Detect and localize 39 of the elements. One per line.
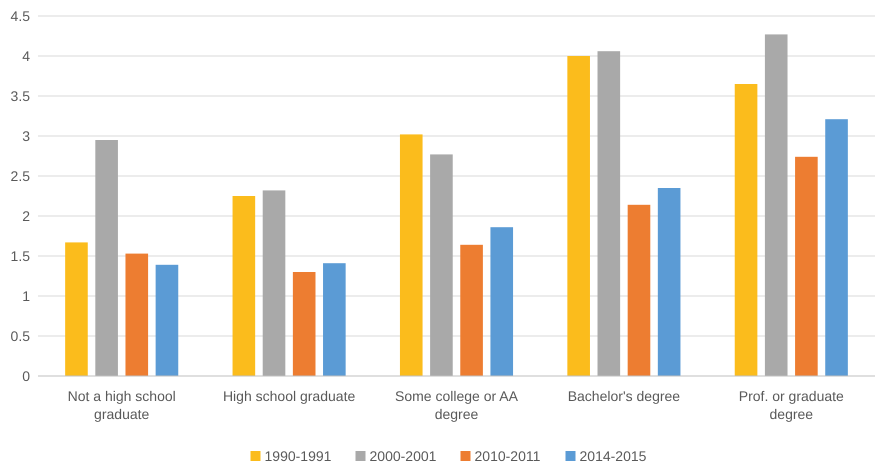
bar	[95, 140, 118, 376]
bar	[400, 134, 423, 376]
bar	[232, 196, 256, 376]
y-tick-label: 1.5	[10, 248, 30, 264]
bar	[460, 244, 483, 376]
y-tick-label: 3.5	[10, 88, 30, 104]
bar	[125, 254, 148, 376]
bar	[262, 190, 286, 376]
bar	[567, 56, 590, 376]
y-tick-label: 2.5	[10, 168, 30, 184]
y-tick-label: 1	[22, 288, 30, 304]
legend-label: 2010-2011	[474, 448, 541, 464]
bar	[65, 242, 88, 376]
y-tick-label: 0	[22, 368, 30, 384]
bar	[156, 264, 178, 376]
x-tick-label: Not a high school graduate	[68, 388, 176, 422]
y-tick-label: 0.5	[10, 328, 30, 344]
bar	[764, 34, 788, 376]
bar	[628, 204, 650, 376]
bar	[598, 51, 620, 376]
bar	[658, 188, 680, 376]
legend-label: 1990-1991	[264, 448, 332, 464]
bar	[323, 263, 346, 376]
y-tick-label: 4	[22, 48, 30, 64]
bar	[795, 156, 818, 376]
bar	[825, 119, 848, 376]
bar	[734, 84, 758, 376]
x-tick-label: Prof. or graduate degree	[738, 388, 844, 422]
x-tick-label: High school graduate	[222, 388, 356, 404]
x-tick-label: Bachelor's degree	[568, 388, 680, 404]
bar	[292, 272, 316, 376]
x-tick-label: Some college or AA degree	[395, 388, 519, 422]
bar	[430, 154, 453, 376]
bar	[490, 227, 514, 376]
y-tick-label: 3	[22, 128, 30, 144]
legend-label: 2000-2001	[370, 448, 437, 464]
y-tick-label: 4.5	[10, 8, 30, 24]
legend-label: 2014-2015	[580, 448, 647, 464]
y-tick-label: 2	[22, 208, 30, 224]
